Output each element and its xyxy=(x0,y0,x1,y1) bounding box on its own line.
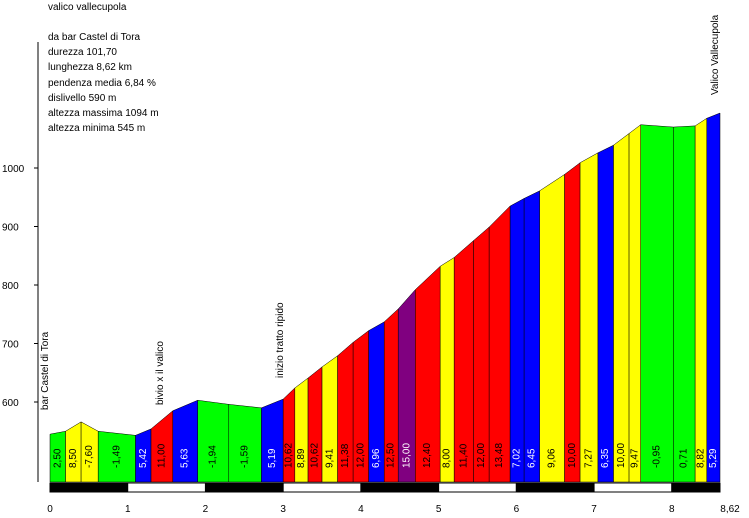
profile-segment-27 xyxy=(564,162,581,483)
x-tick-label: 0 xyxy=(47,504,53,515)
grade-label: 7,02 xyxy=(512,448,523,468)
grade-label: 8,89 xyxy=(296,448,307,468)
profile-segment-28 xyxy=(579,152,599,483)
km-bar-segment xyxy=(438,482,517,493)
x-tick-label: 2 xyxy=(203,504,209,515)
grade-label: 9,47 xyxy=(629,448,640,468)
profile-segment-34 xyxy=(694,117,708,483)
grade-label: 6,96 xyxy=(371,448,382,468)
x-tick-label: 4 xyxy=(358,504,364,515)
grade-label: -1,49 xyxy=(111,445,122,468)
x-tick-label: 8,62 xyxy=(720,504,740,515)
profile-segment-26 xyxy=(539,173,565,483)
profile-segment-23 xyxy=(488,205,511,483)
profile-segment-30 xyxy=(613,132,630,483)
x-tick-label: 1 xyxy=(125,504,131,515)
x-tick-label: 7 xyxy=(591,504,597,515)
profile-segment-9 xyxy=(261,398,284,483)
profile-segment-35 xyxy=(706,112,721,483)
info-elevation-gain: dislivello 590 m xyxy=(48,93,117,104)
grade-label: 10,62 xyxy=(310,443,321,468)
profile-segment-24 xyxy=(509,197,525,483)
grade-label: 5,42 xyxy=(138,448,149,468)
info-max-altitude: altezza massima 1094 m xyxy=(48,108,159,119)
grade-label: 15,00 xyxy=(401,443,412,468)
y-tick-label: 600 xyxy=(2,398,19,409)
grade-label: 2,50 xyxy=(52,448,63,468)
profile-segment-7 xyxy=(197,399,230,483)
km-bar-segment xyxy=(282,482,362,493)
grade-label: 6,45 xyxy=(526,448,537,468)
climb-title: valico vallecupola xyxy=(48,2,127,13)
y-tick-label: 700 xyxy=(2,340,19,351)
grade-label: 11,38 xyxy=(340,443,351,468)
y-tick-label: 900 xyxy=(2,223,19,234)
info-difficulty: durezza 101,70 xyxy=(48,47,117,58)
profile-segment-6 xyxy=(172,399,198,483)
place-annotation: Valico Vallecupola xyxy=(710,14,721,95)
place-annotation: inizio tratto ripido xyxy=(275,302,286,378)
grade-label: 10,00 xyxy=(567,443,578,468)
grade-label: 8,82 xyxy=(695,448,706,468)
x-axis: 0 1 2 3 4 5 6 7 8 8,62 xyxy=(47,482,740,515)
profile-segment-32 xyxy=(640,124,674,483)
grade-label: 5,19 xyxy=(267,448,278,468)
profile-segment-20 xyxy=(439,257,455,483)
grade-label: 9,06 xyxy=(547,448,558,468)
profile-segments: 2,50 8,50 -7,60 -1,49 5,42 11,00 5,63 -1,94 -1,5… xyxy=(49,112,721,483)
info-length: lunghezza 8,62 km xyxy=(48,62,132,73)
x-tick-label: 8 xyxy=(669,504,675,515)
km-bar-segment xyxy=(204,482,284,493)
profile-annotations: bar Castel di Tora bivio x il valico inizi… xyxy=(40,14,721,410)
km-bar-segment xyxy=(360,482,440,493)
grade-label: 11,40 xyxy=(458,443,469,468)
y-tick-label: 1000 xyxy=(2,164,25,175)
profile-segment-33 xyxy=(673,125,696,483)
grade-label: 5,63 xyxy=(180,448,191,468)
km-bar-segment xyxy=(593,482,673,493)
grade-label: 10,00 xyxy=(616,443,627,468)
place-annotation: bar Castel di Tora xyxy=(40,331,51,410)
y-tick-label: 800 xyxy=(2,281,19,292)
grade-label: 12,00 xyxy=(355,443,366,468)
grade-label: 7,27 xyxy=(584,448,595,468)
grade-label: -0,95 xyxy=(652,445,663,468)
km-bar-segment xyxy=(515,482,595,493)
info-min-altitude: altezza minima 545 m xyxy=(48,123,146,134)
profile-segment-25 xyxy=(523,190,540,483)
profile-segment-31 xyxy=(628,124,641,483)
profile-segment-8 xyxy=(228,404,262,483)
info-start: da bar Castel di Tora xyxy=(48,32,141,43)
grade-label: 10,62 xyxy=(284,443,295,468)
grade-label: 8,00 xyxy=(442,448,453,468)
grade-label: 5,29 xyxy=(708,448,719,468)
km-bar-segment xyxy=(671,482,721,493)
grade-label: 12,50 xyxy=(386,443,397,468)
grade-label: -7,60 xyxy=(84,445,95,468)
x-tick-label: 6 xyxy=(514,504,520,515)
x-tick-label: 5 xyxy=(436,504,442,515)
grade-label: 0,71 xyxy=(679,448,690,468)
km-bar-segment xyxy=(127,482,206,493)
grade-label: 13,48 xyxy=(494,443,505,468)
grade-label: 12,40 xyxy=(422,443,433,468)
y-axis: 600 700 800 900 1000 xyxy=(2,42,39,482)
grade-label: 6,35 xyxy=(600,448,611,468)
grade-label: 8,50 xyxy=(68,448,79,468)
place-annotation: bivio x il valico xyxy=(155,341,166,405)
grade-label: -1,59 xyxy=(240,445,251,468)
grade-label: -1,94 xyxy=(208,445,219,468)
x-tick-label: 3 xyxy=(280,504,286,515)
km-bar-segment xyxy=(49,482,129,493)
profile-segment-29 xyxy=(597,144,614,483)
grade-label: 12,00 xyxy=(476,443,487,468)
grade-label: 9,41 xyxy=(324,448,335,468)
info-avg-grade: pendenza media 6,84 % xyxy=(48,78,156,89)
grade-label: 11,00 xyxy=(156,443,167,468)
